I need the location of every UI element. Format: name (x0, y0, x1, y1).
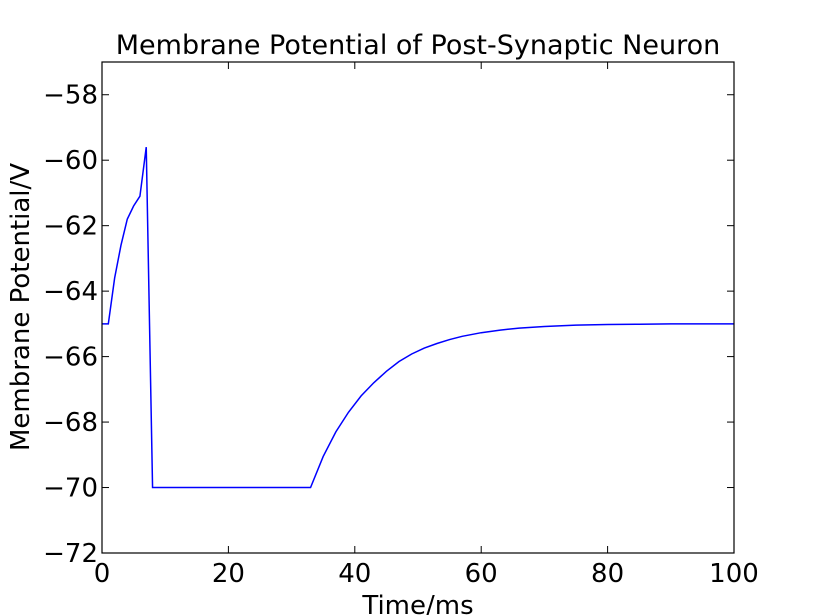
x-axis-label: Time/ms (361, 591, 473, 615)
y-tick-label: −66 (43, 343, 98, 373)
series-line-0 (102, 147, 734, 489)
plot-area: 0 20 40 60 80 100 −72 −70 −68 −66 −64 −62 −60 −58 (43, 61, 759, 589)
x-tick-label: 20 (212, 559, 245, 589)
x-tick-label: 40 (338, 559, 371, 589)
x-tick-label: 100 (709, 559, 759, 589)
y-tick-label: −70 (43, 474, 98, 504)
chart-title: Membrane Potential of Post-Synaptic Neur… (116, 30, 721, 61)
x-tick-label: 80 (591, 559, 624, 589)
y-tick-label: −58 (43, 81, 98, 111)
y-tick-label: −62 (43, 212, 98, 242)
y-tick-label: −68 (43, 408, 98, 438)
y-axis-label: Membrane Potential/V (6, 163, 36, 451)
plot-frame (101, 61, 735, 554)
y-tick-label: −72 (43, 539, 98, 569)
x-tick-label: 0 (94, 559, 111, 589)
y-tick-label: −60 (43, 146, 98, 176)
x-tick-label: 60 (465, 559, 498, 589)
y-tick-label: −64 (43, 277, 98, 307)
